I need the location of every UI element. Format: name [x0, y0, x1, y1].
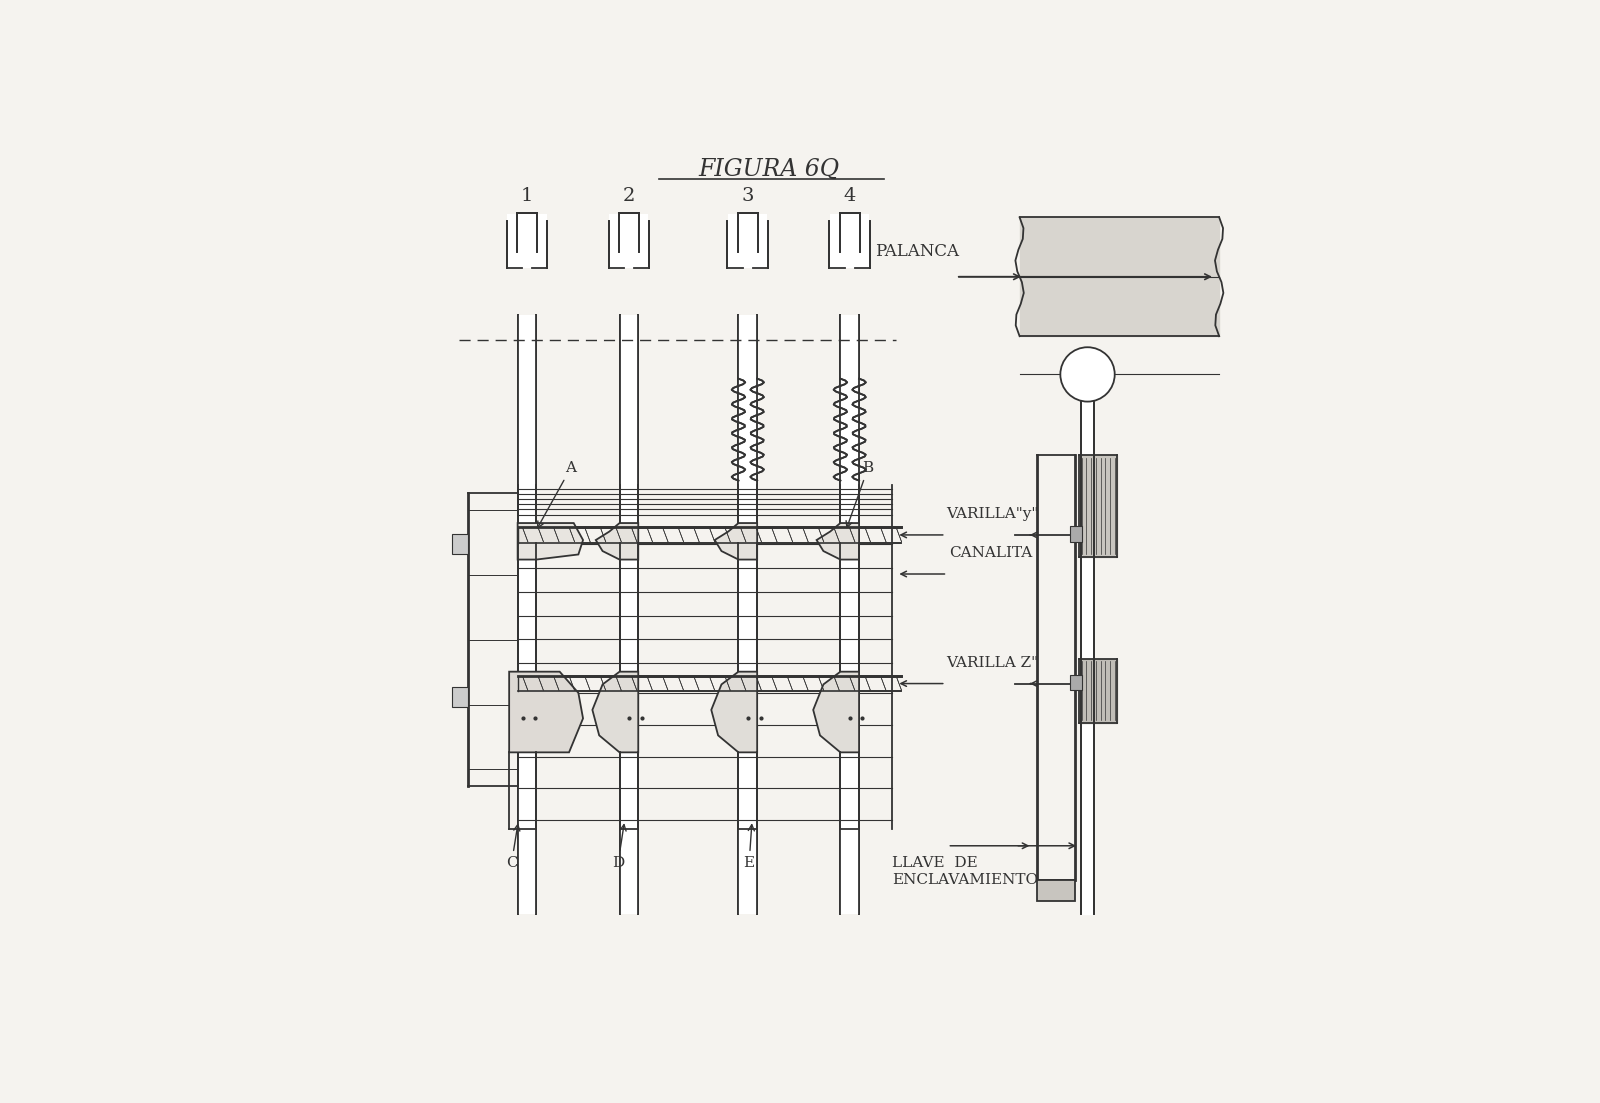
Polygon shape [816, 523, 859, 559]
Bar [518, 315, 536, 913]
Bar [840, 315, 859, 913]
Text: FIGURA 6Q: FIGURA 6Q [699, 158, 840, 181]
Polygon shape [509, 672, 582, 752]
Polygon shape [813, 672, 859, 752]
Text: C: C [506, 825, 520, 870]
Polygon shape [592, 672, 638, 752]
Bar [453, 687, 467, 707]
Text: 1: 1 [522, 186, 533, 204]
Polygon shape [1078, 658, 1117, 722]
Polygon shape [715, 523, 757, 559]
Text: E: E [744, 825, 755, 870]
Polygon shape [834, 378, 866, 481]
Bar [728, 214, 768, 268]
Bar [610, 214, 648, 268]
Bar [453, 534, 467, 555]
Bar [619, 315, 638, 913]
Bar [507, 214, 547, 268]
Circle shape [1061, 347, 1115, 401]
Polygon shape [1078, 456, 1117, 557]
Bar [1070, 526, 1082, 542]
Text: ENCLAVAMIENTO: ENCLAVAMIENTO [893, 872, 1038, 887]
Bar [1070, 675, 1082, 690]
Polygon shape [712, 672, 757, 752]
Text: CANALITA: CANALITA [949, 546, 1032, 560]
Text: A: A [538, 461, 576, 527]
Text: 3: 3 [741, 186, 754, 204]
Polygon shape [731, 378, 763, 481]
Text: VARILLA Z": VARILLA Z" [946, 655, 1038, 670]
Bar [830, 214, 869, 268]
Text: 4: 4 [843, 186, 856, 204]
Bar [1037, 880, 1075, 901]
Polygon shape [518, 523, 582, 559]
Text: B: B [846, 461, 874, 527]
Text: PALANCA: PALANCA [875, 243, 960, 259]
Text: VARILLA"y": VARILLA"y" [946, 507, 1038, 521]
Text: D: D [611, 825, 626, 870]
Text: LLAVE  DE: LLAVE DE [893, 856, 978, 870]
Bar [739, 315, 757, 913]
Polygon shape [595, 523, 638, 559]
Text: 2: 2 [622, 186, 635, 204]
